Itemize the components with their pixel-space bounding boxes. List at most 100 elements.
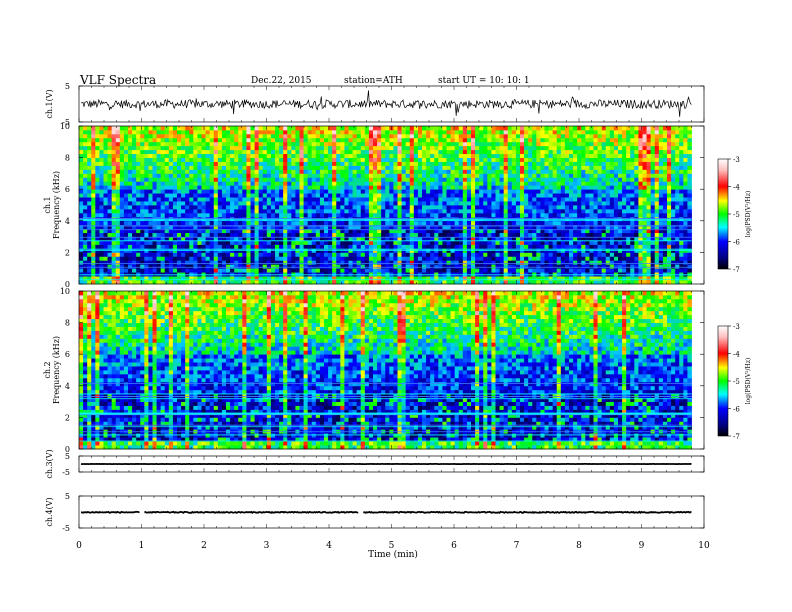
- spectrogram-cell: [311, 228, 317, 234]
- spectrogram-cell: [548, 205, 554, 210]
- spectrogram-cell: [348, 153, 353, 158]
- spectrogram-cell: [266, 129, 272, 135]
- spectrogram-cell: [564, 193, 570, 198]
- spectrogram-cell: [344, 272, 349, 277]
- spectrogram-cell: [79, 189, 84, 194]
- spectrogram-cell: [397, 205, 402, 210]
- spectrogram-cell: [564, 157, 570, 162]
- spectrogram-cell: [487, 232, 492, 237]
- spectrogram-cell: [193, 264, 198, 269]
- spectrogram-cell: [417, 157, 423, 162]
- spectrogram-cell: [270, 141, 276, 147]
- spectrogram-cell: [213, 149, 219, 155]
- spectrogram-cell: [585, 165, 590, 170]
- spectrogram-cell: [87, 212, 92, 218]
- spectrogram-cell: [462, 177, 468, 182]
- spectrogram-cell: [585, 276, 590, 281]
- spectrogram-cell: [430, 141, 435, 147]
- spectrogram-cell: [123, 133, 129, 139]
- spectrogram-cell: [532, 268, 537, 273]
- spectrogram-cell: [393, 216, 398, 222]
- spectrogram-cell: [564, 272, 570, 277]
- spectrogram-cell: [315, 157, 321, 162]
- spectrogram-cell: [136, 244, 141, 249]
- spectrogram-cell: [528, 252, 533, 257]
- spectrogram-cell: [389, 220, 394, 226]
- spectrogram-cell: [389, 272, 394, 277]
- spectrogram-cell: [556, 165, 562, 170]
- spectrogram-cell: [181, 205, 186, 210]
- spectrogram-cell: [107, 133, 113, 139]
- spectrogram-cell: [409, 161, 415, 166]
- spectrogram-cell: [348, 129, 353, 135]
- spectrogram-cell: [381, 236, 386, 241]
- spectrogram-cell: [291, 133, 296, 139]
- spectrogram-cell: [417, 256, 423, 261]
- spectrogram-cell: [303, 197, 309, 202]
- spectrogram-cell: [115, 137, 121, 143]
- spectrogram-cell: [221, 260, 227, 265]
- spectrogram-cell: [87, 141, 92, 147]
- spectrogram-cell: [291, 129, 296, 135]
- spectrogram-cell: [144, 205, 149, 210]
- spectrogram-cell: [381, 197, 386, 202]
- spectrogram-cell: [409, 165, 415, 170]
- spectrogram-cell: [520, 137, 525, 143]
- spectrogram-cell: [413, 276, 419, 281]
- spectrogram-cell: [364, 208, 370, 214]
- spectrogram-cell: [458, 149, 464, 155]
- spectrogram-cell: [487, 236, 492, 241]
- spectrogram-cell: [95, 280, 100, 285]
- spectrogram-cell: [270, 193, 276, 198]
- spectrogram-cell: [254, 208, 260, 214]
- spectrogram-cell: [332, 208, 337, 214]
- spectrogram-cell: [552, 208, 558, 214]
- spectrogram-cell: [87, 272, 92, 277]
- spectrogram-cell: [279, 169, 284, 174]
- spectrogram-cell: [528, 197, 533, 202]
- spectrogram-cell: [328, 193, 333, 198]
- spectrogram-cell: [438, 185, 443, 190]
- spectrogram-cell: [315, 133, 321, 139]
- spectrogram-cell: [483, 145, 488, 151]
- spectrogram-cell: [144, 157, 149, 162]
- spectrogram-cell: [364, 137, 370, 143]
- spectrogram-cell: [524, 220, 529, 226]
- spectrogram-cell: [556, 264, 562, 269]
- spectrogram-cell: [581, 169, 586, 174]
- spectrogram-cell: [266, 256, 272, 261]
- spectrogram-cell: [540, 145, 545, 151]
- spectrogram-cell: [348, 268, 353, 273]
- spectrogram-cell: [466, 212, 472, 218]
- spectrogram-cell: [181, 201, 186, 206]
- spectrogram-cell: [79, 153, 84, 158]
- spectrogram-cell: [185, 173, 190, 178]
- spectrogram-cell: [226, 220, 231, 226]
- spectrogram-cell: [209, 185, 215, 190]
- spectrogram-cell: [344, 264, 349, 269]
- spectrogram-cell: [213, 145, 219, 151]
- spectrogram-cell: [128, 240, 133, 245]
- spectrogram-cell: [524, 169, 529, 174]
- spectrogram-cell: [144, 141, 149, 147]
- spectrogram-cell: [413, 141, 419, 147]
- spectrogram-cell: [132, 260, 137, 265]
- spectrogram-cell: [430, 145, 435, 151]
- spectrogram-cell: [442, 264, 447, 269]
- spectrogram-cell: [462, 133, 468, 139]
- spectrogram-cell: [377, 276, 382, 281]
- spectrogram-cell: [213, 216, 219, 222]
- spectrogram-cell: [275, 181, 280, 186]
- spectrogram-cell: [319, 220, 325, 226]
- spectrogram-cell: [111, 232, 117, 237]
- spectrogram-cell: [213, 197, 219, 202]
- spectrogram-cell: [172, 149, 178, 155]
- spectrogram-cell: [115, 126, 121, 131]
- spectrogram-cell: [544, 169, 549, 174]
- spectrogram-cell: [99, 280, 104, 285]
- spectrogram-cell: [544, 157, 549, 162]
- spectrogram-cell: [573, 201, 578, 206]
- spectrogram-cell: [303, 208, 309, 214]
- spectrogram-cell: [483, 244, 488, 249]
- spectrogram-cell: [507, 181, 513, 186]
